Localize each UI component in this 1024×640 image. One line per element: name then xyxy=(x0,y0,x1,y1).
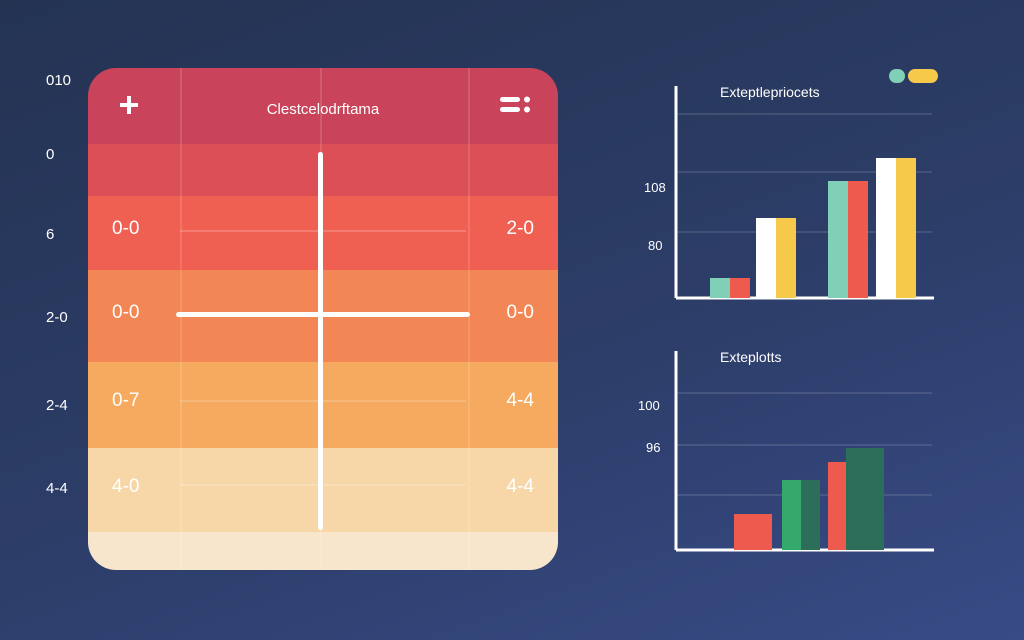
bar xyxy=(710,278,730,298)
bar xyxy=(756,218,776,298)
row-right-value: 2-0 xyxy=(506,218,534,239)
panel-grid-line xyxy=(180,400,466,402)
legend-marker xyxy=(908,69,938,83)
row-left-value: 0-7 xyxy=(112,390,140,411)
panel-band xyxy=(88,362,558,448)
plus-icon[interactable] xyxy=(118,94,140,116)
row-left-value: 0-0 xyxy=(112,302,140,323)
chart-1-tick-label: 108 xyxy=(644,180,666,195)
left-axis-label: 2-4 xyxy=(46,397,68,414)
left-axis-label: 4-4 xyxy=(46,480,68,497)
left-axis-label: 010 xyxy=(46,72,72,89)
panel-band xyxy=(88,448,558,532)
panel-band xyxy=(88,532,558,570)
chart-1-tick-label: 80 xyxy=(648,238,663,253)
left-axis-label: 6 xyxy=(46,226,55,243)
legend-marker xyxy=(889,69,905,83)
row-left-value: 0-0 xyxy=(112,218,140,239)
left-axis-label: 2-0 xyxy=(46,309,68,326)
panel-grid-line xyxy=(180,68,182,570)
crosshair-vertical xyxy=(318,152,323,530)
bar xyxy=(896,158,916,298)
row-right-value: 0-0 xyxy=(506,302,534,323)
menu-icon[interactable] xyxy=(500,96,532,114)
bar xyxy=(828,181,848,298)
gradient-panel: Clestcelodrftama 0-0 2-0 0-0 0-0 0-7 4-4… xyxy=(88,68,558,570)
row-left-value: 4-0 xyxy=(112,476,140,497)
panel-grid-line xyxy=(180,230,466,232)
chart-2-title: Exteplotts xyxy=(720,349,782,365)
crosshair-horizontal xyxy=(176,312,470,317)
left-axis-label: 0 xyxy=(46,146,55,163)
bar xyxy=(734,514,772,550)
bar xyxy=(801,480,820,550)
row-right-value: 4-4 xyxy=(506,476,534,497)
bar xyxy=(876,158,896,298)
panel-grid-line xyxy=(468,68,470,570)
panel-title: Clestcelodrftama xyxy=(266,101,380,118)
bar xyxy=(730,278,750,298)
chart-1 xyxy=(674,86,934,300)
chart-2-tick-label: 100 xyxy=(638,398,660,413)
bar xyxy=(848,181,868,298)
chart-2 xyxy=(674,351,934,552)
bar xyxy=(782,480,801,550)
panel-grid-line xyxy=(180,484,466,486)
chart-2-tick-label: 96 xyxy=(646,440,661,455)
panel-band xyxy=(88,196,558,270)
panel-band xyxy=(88,144,558,196)
chart-1-title: Exteptlepriocets xyxy=(720,84,820,100)
row-right-value: 4-4 xyxy=(506,390,534,411)
bar xyxy=(846,448,884,550)
bar xyxy=(776,218,796,298)
panel-band xyxy=(88,68,558,144)
bar xyxy=(828,462,847,550)
